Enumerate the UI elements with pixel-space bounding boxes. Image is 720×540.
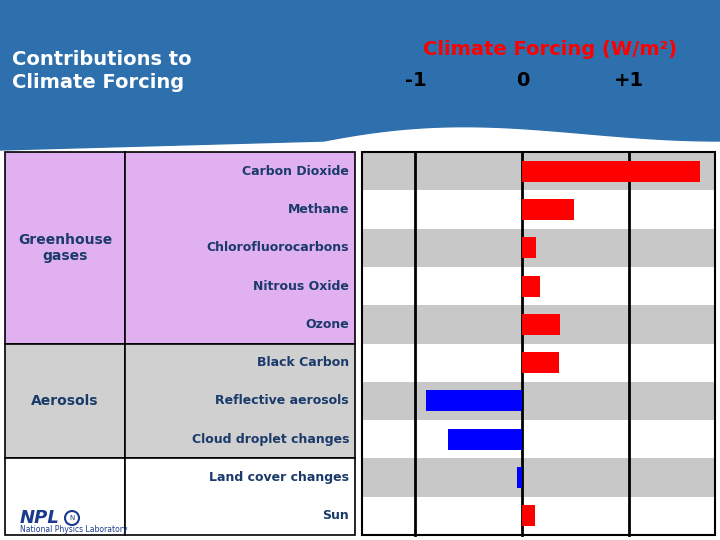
- Text: 0: 0: [516, 71, 529, 90]
- Bar: [5, 458, 125, 535]
- Bar: [362, 458, 715, 497]
- Bar: [517, 467, 523, 488]
- Bar: [362, 190, 715, 228]
- Bar: [426, 390, 523, 411]
- Bar: [362, 228, 715, 267]
- Text: Reflective aerosols: Reflective aerosols: [215, 394, 349, 408]
- Text: Carbon Dioxide: Carbon Dioxide: [242, 165, 349, 178]
- Bar: [523, 237, 536, 258]
- Bar: [125, 343, 355, 458]
- Bar: [523, 199, 574, 220]
- Text: N: N: [69, 515, 75, 521]
- Bar: [362, 420, 715, 458]
- Text: National Physics Laboratory: National Physics Laboratory: [20, 525, 127, 535]
- Text: -1: -1: [405, 71, 426, 90]
- Text: NPL: NPL: [20, 509, 60, 527]
- Text: Aerosols: Aerosols: [31, 394, 99, 408]
- Text: Land cover changes: Land cover changes: [209, 471, 349, 484]
- Bar: [362, 152, 715, 535]
- Bar: [5, 152, 125, 343]
- Bar: [362, 152, 715, 190]
- Text: Climate Forcing (W/m²): Climate Forcing (W/m²): [423, 40, 677, 59]
- Bar: [125, 458, 355, 535]
- Text: Chlorofluorocarbons: Chlorofluorocarbons: [207, 241, 349, 254]
- Bar: [523, 160, 700, 181]
- Text: Sun: Sun: [323, 509, 349, 522]
- Bar: [523, 505, 535, 526]
- Text: Ozone: Ozone: [305, 318, 349, 331]
- Text: Contributions to
Climate Forcing: Contributions to Climate Forcing: [12, 50, 192, 92]
- Bar: [523, 352, 559, 373]
- Bar: [362, 305, 715, 343]
- Bar: [5, 343, 125, 458]
- Text: Cloud droplet changes: Cloud droplet changes: [192, 433, 349, 446]
- Text: Black Carbon: Black Carbon: [257, 356, 349, 369]
- Text: Nitrous Oxide: Nitrous Oxide: [253, 280, 349, 293]
- Bar: [523, 275, 539, 296]
- Bar: [362, 343, 715, 382]
- Text: Methane: Methane: [287, 203, 349, 216]
- Bar: [362, 267, 715, 305]
- Bar: [362, 382, 715, 420]
- Bar: [523, 314, 560, 335]
- Bar: [362, 497, 715, 535]
- Bar: [125, 152, 355, 343]
- Bar: [448, 429, 523, 450]
- Text: +1: +1: [614, 71, 644, 90]
- Text: Greenhouse
gases: Greenhouse gases: [18, 233, 112, 263]
